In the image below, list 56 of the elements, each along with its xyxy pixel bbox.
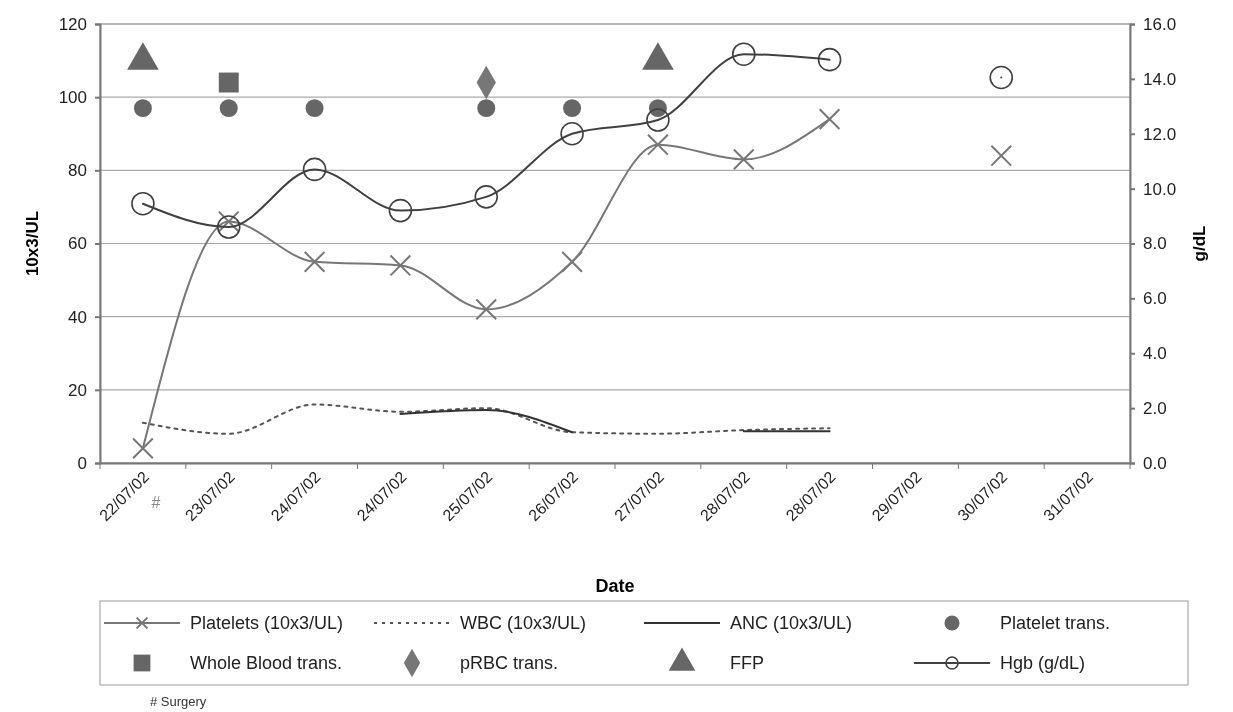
text: # bbox=[151, 494, 161, 511]
point bbox=[303, 250, 326, 273]
point bbox=[989, 65, 1014, 90]
y2-tick-label: 10.0 bbox=[1143, 179, 1177, 199]
y-tick-label: 60 bbox=[68, 234, 87, 254]
point bbox=[131, 191, 155, 216]
legend-label: Hgb (g/dL) bbox=[1000, 653, 1086, 673]
point bbox=[305, 99, 324, 118]
legend-label: Platelets (10x3/UL) bbox=[190, 613, 344, 633]
legend-label: FFP bbox=[730, 653, 764, 673]
text: # Surgery bbox=[150, 694, 207, 709]
point bbox=[302, 157, 327, 182]
y-tick-label: 20 bbox=[68, 380, 87, 400]
y2-axis-title: g/dL bbox=[1190, 225, 1209, 262]
point bbox=[219, 99, 238, 118]
y2-tick-label: 8.0 bbox=[1143, 234, 1167, 254]
y-tick-label: 100 bbox=[58, 88, 87, 108]
point bbox=[561, 250, 583, 273]
point bbox=[563, 99, 582, 118]
y-tick-label: 0 bbox=[77, 453, 87, 473]
point bbox=[817, 47, 842, 72]
point bbox=[388, 198, 413, 223]
y-axis-title: 10x3/UL bbox=[23, 210, 42, 277]
y2-tick-label: 6.0 bbox=[1143, 289, 1167, 309]
point bbox=[218, 72, 239, 93]
y-tick-label: 120 bbox=[58, 14, 87, 34]
y2-tick-label: 12.0 bbox=[1143, 124, 1177, 144]
y2-tick-label: 4.0 bbox=[1143, 344, 1167, 364]
legend-label: WBC (10x3/UL) bbox=[460, 613, 587, 633]
point bbox=[646, 108, 670, 132]
legend-label: ANC (10x3/UL) bbox=[730, 613, 853, 633]
point bbox=[732, 148, 755, 171]
y2-tick-label: 16.0 bbox=[1143, 14, 1177, 34]
x-axis-title: Date bbox=[595, 576, 635, 596]
legend-label: pRBC trans. bbox=[460, 653, 559, 673]
point bbox=[389, 254, 412, 277]
y2-tick-label: 14.0 bbox=[1143, 69, 1177, 89]
point bbox=[474, 185, 499, 209]
legend-label: Whole Blood trans. bbox=[190, 653, 343, 673]
y2-tick-label: 2.0 bbox=[1143, 399, 1167, 419]
point bbox=[132, 437, 154, 460]
point bbox=[133, 99, 152, 118]
y-tick-label: 40 bbox=[68, 307, 87, 327]
point bbox=[647, 133, 669, 156]
point bbox=[475, 298, 498, 321]
point bbox=[990, 144, 1013, 167]
point bbox=[217, 210, 240, 233]
point bbox=[216, 215, 241, 239]
legend-label: Platelet trans. bbox=[1000, 613, 1111, 633]
point bbox=[731, 42, 756, 66]
point bbox=[818, 108, 841, 131]
line-series bbox=[141, 403, 831, 435]
y-tick-label: 80 bbox=[68, 161, 87, 181]
point bbox=[560, 121, 584, 146]
point bbox=[477, 99, 496, 118]
y2-tick-label: 0.0 bbox=[1143, 453, 1167, 473]
